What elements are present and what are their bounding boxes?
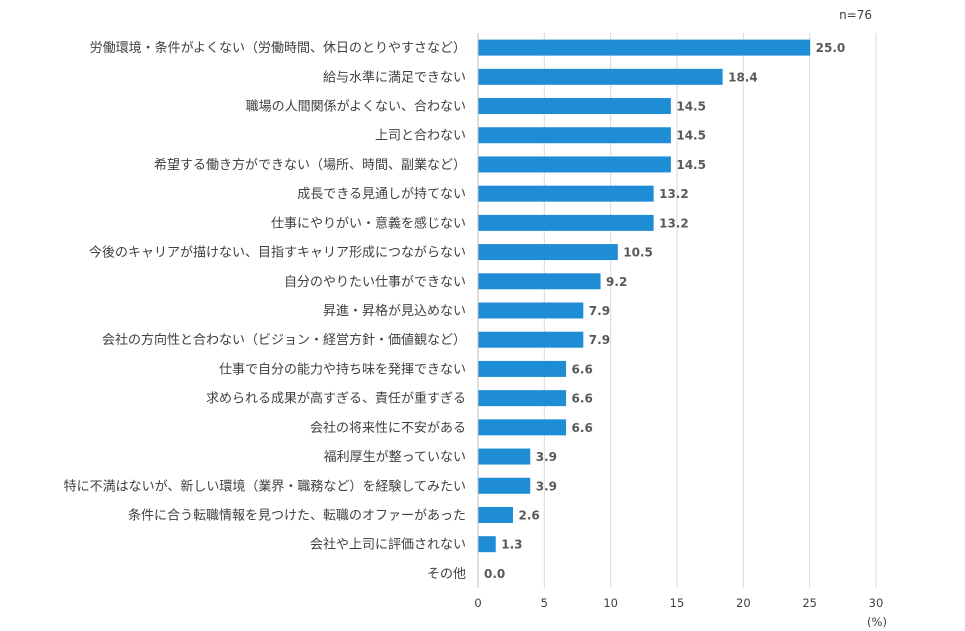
- x-tick-label: 25: [802, 596, 817, 610]
- category-label: 仕事にやりがい・意義を感じない: [271, 215, 466, 231]
- sample-size-note: n=76: [839, 8, 872, 22]
- value-label: 6.6: [572, 392, 593, 406]
- category-label: 福利厚生が整っていない: [324, 450, 466, 465]
- bar: [478, 156, 671, 173]
- bar: [478, 477, 531, 494]
- x-tick-label: 5: [541, 596, 548, 610]
- category-label: 仕事で自分の能力や持ち味を発揮できない: [219, 362, 466, 377]
- x-tick-label: 30: [869, 596, 884, 610]
- value-label: 14.5: [676, 158, 706, 172]
- category-label: 特に不満はないが、新しい環境（業界・職務など）を経験してみたい: [64, 478, 466, 494]
- unit-label: (%): [867, 615, 887, 629]
- x-tick-label: 10: [603, 596, 618, 610]
- category-label: 会社の将来性に不安がある: [310, 420, 466, 436]
- bar: [478, 68, 723, 85]
- bar: [478, 448, 531, 465]
- bar: [478, 185, 654, 202]
- category-label: 成長できる見通しが持てない: [297, 187, 466, 202]
- value-label: 9.2: [606, 275, 627, 289]
- bar: [478, 244, 618, 261]
- value-label: 18.4: [728, 70, 758, 84]
- value-labels: 25.0 18.4 14.5 14.5 14.5 13.2 13.2 10.5 9.2 7.9 7.…: [484, 41, 845, 581]
- value-label: 3.9: [536, 479, 557, 493]
- grid: [477, 33, 877, 588]
- bar: [478, 127, 671, 144]
- category-label: 会社や上司に評価されない: [310, 537, 466, 553]
- x-tick-label: 20: [736, 596, 751, 610]
- value-label: 7.9: [589, 304, 610, 318]
- value-label: 1.3: [501, 538, 522, 552]
- category-label: 求められる成果が高すぎる、責任が重すぎる: [206, 391, 466, 407]
- category-label: 自分のやりたい仕事ができない: [284, 275, 466, 290]
- bar: [478, 360, 567, 377]
- category-label: 今後のキャリアが描けない、目指すキャリア形成につながらない: [89, 245, 466, 261]
- category-label: 昇進・昇格が見込めない: [323, 303, 466, 319]
- value-label: 25.0: [816, 41, 846, 55]
- bar: [478, 302, 584, 319]
- value-label: 7.9: [589, 333, 610, 347]
- bars: [478, 39, 811, 553]
- bar: [478, 506, 513, 523]
- category-labels: 労働環境・条件がよくない（労働時間、休日のとりやすさなど） 給与水準に満足できない…: [64, 40, 466, 582]
- value-label: 6.6: [572, 362, 593, 376]
- value-label: 3.9: [536, 450, 557, 464]
- category-label: 上司と合わない: [375, 129, 466, 144]
- value-label: 13.2: [659, 216, 689, 230]
- bar: [478, 331, 584, 348]
- bar: [478, 419, 567, 436]
- category-label: 給与水準に満足できない: [323, 69, 466, 85]
- category-label: 労働環境・条件がよくない（労働時間、休日のとりやすさなど）: [90, 40, 466, 56]
- value-label: 14.5: [676, 129, 706, 143]
- x-tick-label: 15: [670, 596, 685, 610]
- bar: [478, 536, 496, 553]
- value-label: 6.6: [572, 421, 593, 435]
- bar: [478, 39, 811, 56]
- value-label: 14.5: [676, 100, 706, 114]
- x-tick-label: 0: [474, 596, 481, 610]
- bar: [478, 214, 654, 231]
- value-label: 10.5: [623, 246, 653, 260]
- value-label: 0.0: [484, 567, 505, 581]
- category-label: その他: [427, 567, 466, 582]
- bar: [478, 390, 567, 407]
- value-label: 2.6: [518, 508, 539, 522]
- bar: [478, 98, 671, 115]
- category-label: 希望する働き方ができない（場所、時間、副業など）: [154, 157, 466, 173]
- category-label: 条件に合う転職情報を見つけた、転職のオファーがあった: [128, 507, 466, 523]
- value-label: 13.2: [659, 187, 689, 201]
- category-label: 会社の方向性と合わない（ビジョン・経営方針・価値観など）: [102, 332, 466, 348]
- x-axis-ticks: 0 5 10 15 20 25 30: [474, 596, 883, 610]
- bar: [478, 273, 601, 290]
- category-label: 職場の人間関係がよくない、合わない: [246, 100, 466, 115]
